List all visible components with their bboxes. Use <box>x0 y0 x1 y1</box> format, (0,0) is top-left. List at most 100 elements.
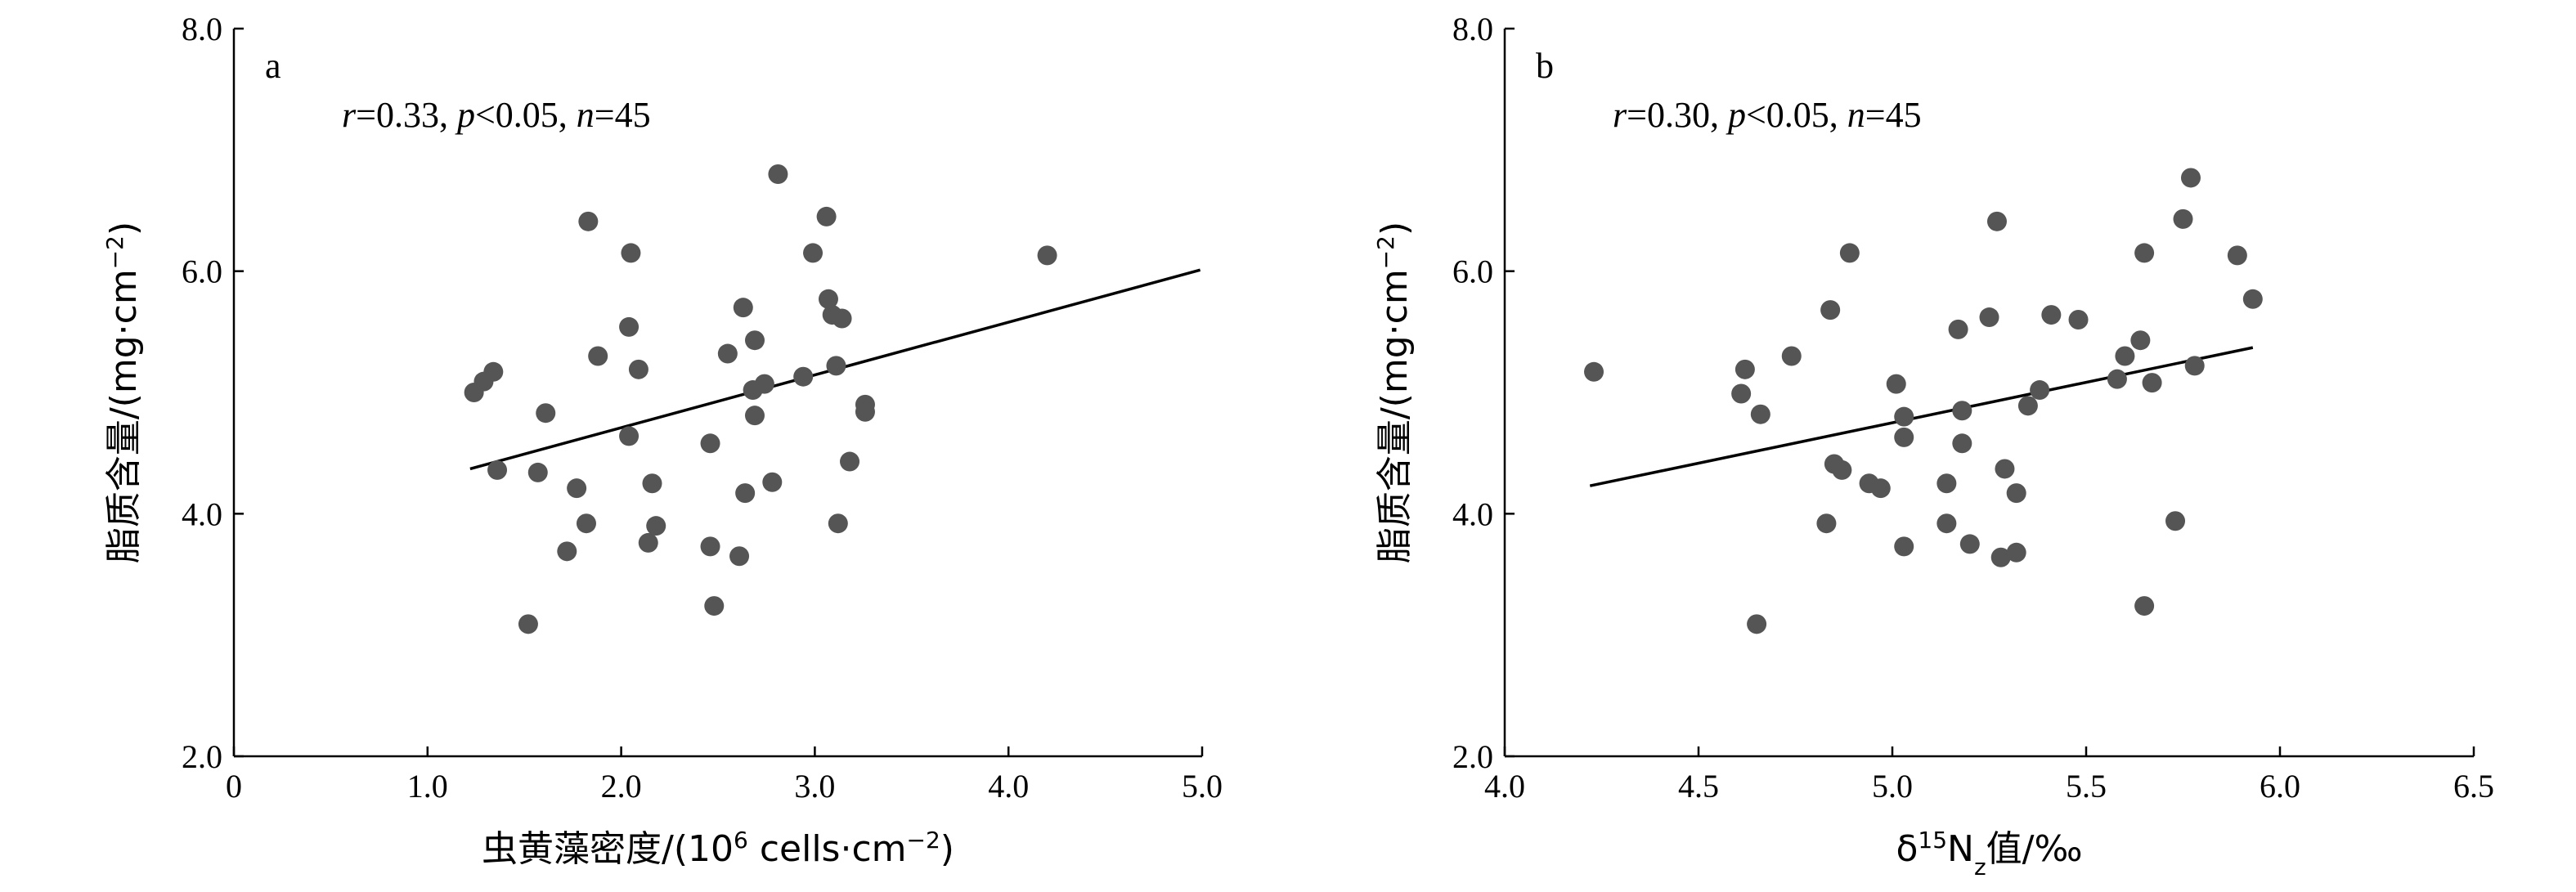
x-tick-label: 5.5 <box>2066 768 2107 805</box>
data-point <box>1959 534 1980 554</box>
text-part: p <box>455 95 475 135</box>
data-point <box>1894 536 1914 557</box>
data-point <box>1936 513 1957 534</box>
y-tick-label: 8.0 <box>182 11 222 47</box>
x-tick-label: 5.0 <box>1872 768 1913 805</box>
data-point <box>2041 305 2062 325</box>
y-tick-label: 4.0 <box>1452 495 1493 532</box>
data-point <box>619 426 640 446</box>
data-point <box>729 546 750 567</box>
data-point <box>1731 383 1752 404</box>
x-axis-title: 虫黄藻密度/(106 cells·cm−2) <box>482 827 954 871</box>
y-axis-title: 脂质含量/(mg·cm−2) <box>1372 222 1416 563</box>
panel-a: 2.0 4.0 6.0 8.0 0 1.0 2.0 3.0 4.0 5.0 a r=0.33, p<0… <box>101 11 1223 870</box>
stat-annotation: r=0.30, p<0.05, n=45 <box>1613 95 1922 135</box>
data-point <box>700 433 720 454</box>
data-point <box>840 451 860 472</box>
x-tick-label: 0 <box>226 768 242 805</box>
y-tick-label: 2.0 <box>1452 738 1493 775</box>
data-point <box>2134 596 2155 616</box>
data-point <box>1839 243 1860 263</box>
data-point <box>588 346 608 366</box>
stat-annotation: r=0.33, p<0.05, n=45 <box>342 95 651 135</box>
text-part: 虫黄藻密度/(10 <box>482 828 734 870</box>
data-point <box>704 596 725 616</box>
text-part: −2 <box>1372 235 1399 269</box>
text-part: 脂质含量/(mg·cm <box>103 269 145 563</box>
data-point <box>1816 513 1837 534</box>
text-part: n <box>1847 95 1865 135</box>
text-part: z <box>1974 854 1986 881</box>
data-point <box>1735 359 1755 379</box>
text-part: r <box>342 95 357 135</box>
data-point <box>518 614 538 634</box>
data-point <box>793 366 814 387</box>
data-point <box>2184 356 2205 376</box>
data-point <box>733 298 753 318</box>
x-tick-label: 3.0 <box>794 768 835 805</box>
y-axis-title: 脂质含量/(mg·cm−2) <box>101 222 146 563</box>
data-point <box>487 459 508 480</box>
panel-label: b <box>1536 46 1554 86</box>
text-part: δ <box>1896 828 1918 870</box>
text-part: =0.30, <box>1627 95 1728 135</box>
data-point <box>638 532 658 553</box>
data-point <box>1948 319 1968 339</box>
data-point <box>2227 245 2247 266</box>
data-point <box>1870 478 1891 499</box>
data-point <box>1832 459 1852 480</box>
x-tick-label: 6.0 <box>2260 768 2300 805</box>
data-point <box>826 356 846 376</box>
text-part: ) <box>1374 222 1416 235</box>
data-point <box>557 541 577 562</box>
y-tick-label: 4.0 <box>182 495 222 532</box>
data-point <box>2180 168 2201 188</box>
data-point <box>2142 373 2162 393</box>
data-point <box>744 406 765 426</box>
x-tick-label: 4.0 <box>1484 768 1525 805</box>
text-part: N <box>1947 828 1974 870</box>
data-point <box>646 516 666 536</box>
text-part: =0.33, <box>356 95 457 135</box>
data-point <box>818 289 838 309</box>
data-point <box>717 343 738 364</box>
data-point <box>1979 307 1999 328</box>
y-tick-label: 6.0 <box>1452 253 1493 290</box>
data-point <box>2030 380 2050 401</box>
text-part: cells·cm <box>748 828 907 870</box>
data-point <box>1936 473 1957 494</box>
x-tick-label: 1.0 <box>407 768 448 805</box>
x-tick-label: 4.5 <box>1678 768 1719 805</box>
data-point <box>1584 361 1604 382</box>
text-part: n <box>577 95 595 135</box>
data-point <box>2173 208 2193 229</box>
data-point <box>2242 289 2263 309</box>
data-point <box>1781 346 1802 366</box>
data-point <box>2134 243 2155 263</box>
data-point <box>628 359 648 379</box>
data-point <box>1037 245 1057 266</box>
text-part: 6 <box>734 827 748 854</box>
y-tick-label: 6.0 <box>182 253 222 290</box>
data-point <box>621 243 641 263</box>
data-point <box>1995 459 2015 479</box>
text-part: −2 <box>101 235 128 269</box>
data-point <box>1886 374 1906 394</box>
data-point <box>1986 211 2007 231</box>
text-part: 15 <box>1918 827 1947 854</box>
data-point <box>832 308 852 329</box>
y-tick-label: 8.0 <box>1452 11 1493 47</box>
text-part: <0.05, <box>1746 95 1847 135</box>
data-point <box>2107 369 2127 389</box>
data-point <box>1894 406 1914 427</box>
data-point <box>2165 511 2186 531</box>
text-part: p <box>1726 95 1746 135</box>
x-tick-label: 2.0 <box>601 768 642 805</box>
data-point <box>762 472 783 492</box>
data-point <box>2130 330 2151 351</box>
data-point <box>2006 542 2026 563</box>
data-point <box>1894 427 1914 447</box>
data-point <box>2115 346 2135 366</box>
data-point <box>2017 396 2038 416</box>
